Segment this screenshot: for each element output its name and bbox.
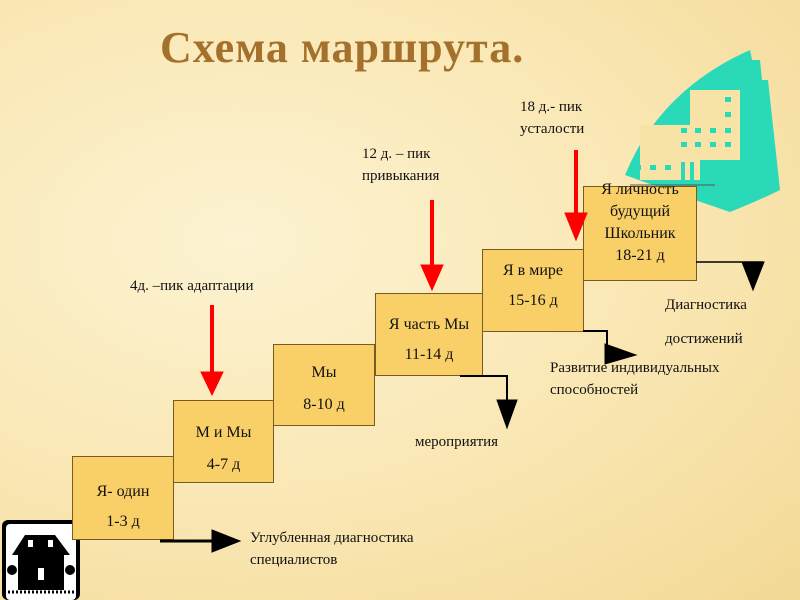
peak-label-line: привыкания <box>362 168 440 184</box>
peak-label-3: 18 д.- пик усталости <box>520 96 584 140</box>
outcome-line: способностей <box>550 382 639 398</box>
outcome-arrow-1 <box>160 529 242 553</box>
outcome-arrow-3 <box>583 330 638 365</box>
step-6-box: Я личность будущий Школьник 18-21 д <box>583 181 697 281</box>
outcome-development: Развитие индивидуальных способностей <box>550 357 720 401</box>
outcome-achievements: Диагностика достижений <box>665 288 747 356</box>
step-name: Я личность будущий Школьник <box>601 181 679 242</box>
peak-label-2: 12 д. – пик привыкания <box>362 143 439 187</box>
step-name: Я в мире <box>502 262 563 279</box>
outcome-arrow-4 <box>696 261 765 292</box>
step-2-box: М и Мы 4-7 д <box>173 400 274 483</box>
step-days: 1-3 д <box>106 513 140 530</box>
peak-label-line: 12 д. – пик <box>362 146 431 162</box>
step-days: 15-16 д <box>508 292 558 309</box>
peak-label-line: усталости <box>520 121 585 137</box>
outcome-line: Углубленная диагностика <box>250 530 414 546</box>
step-5-box: Я в мире 15-16 д <box>482 249 584 332</box>
peak-arrow-3 <box>564 150 588 242</box>
peak-label-1: 4д. –пик адаптации <box>130 278 254 294</box>
step-days: 18-21 д <box>615 247 665 264</box>
outcome-line: специалистов <box>250 552 338 568</box>
step-4-box: Я часть Мы 11-14 д <box>375 293 483 376</box>
step-name: М и Мы <box>195 424 252 441</box>
page-title: Схема маршрута. <box>160 23 525 72</box>
peak-label-line: 18 д.- пик <box>520 99 583 115</box>
step-name: Мы <box>311 364 337 381</box>
step-3-box: Мы 8-10 д <box>273 344 375 426</box>
step-days: 8-10 д <box>303 396 345 413</box>
step-name: Я- один <box>96 483 150 500</box>
step-days: 4-7 д <box>206 456 241 473</box>
step-1-box: Я- один 1-3 д <box>72 456 174 540</box>
outcome-diagnostics: Углубленная диагностика специалистов <box>250 527 414 571</box>
outcome-line: достижений <box>665 331 743 347</box>
outcome-line: Развитие индивидуальных <box>550 360 720 376</box>
peak-arrow-1 <box>200 305 224 397</box>
step-name: Я часть Мы <box>388 316 470 333</box>
outcome-line: Диагностика <box>665 297 747 313</box>
step-days: 11-14 д <box>404 346 454 363</box>
peak-arrow-2 <box>420 200 444 292</box>
outcome-arrow-2 <box>460 375 518 430</box>
outcome-events: мероприятия <box>415 434 499 450</box>
